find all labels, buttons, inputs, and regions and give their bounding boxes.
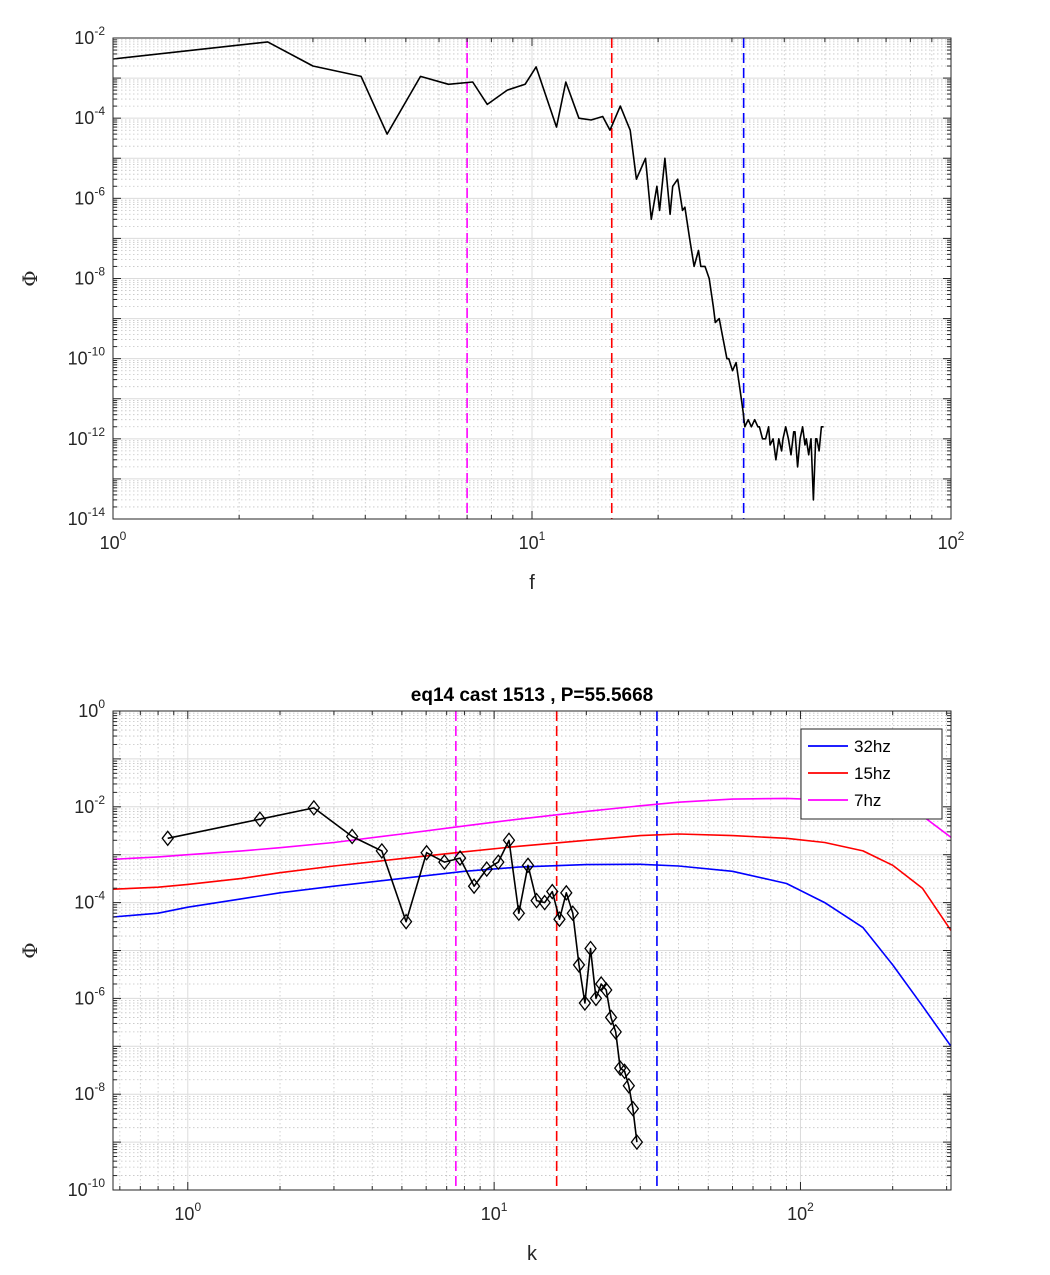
x-tick-label: 100 [174,1200,201,1224]
data-point [502,832,516,849]
y-tick-label: 100 [78,697,105,721]
data-point [492,854,505,871]
data-point [375,842,389,859]
data-point [453,850,467,867]
series-line [113,833,951,932]
data-point [345,828,359,845]
y-tick-label: 10-6 [74,984,105,1008]
x-tick-label: 101 [519,529,546,553]
ticks: 100 101 102 10-10 10-8 10-6 10-4 10-2 100 [68,697,951,1224]
data-point [512,905,526,922]
y-tick-label: 10-10 [68,345,106,369]
data-point [584,940,597,957]
data-point [578,994,592,1012]
y-tick-label: 10-14 [68,505,106,529]
y-tick-label: 10-2 [74,793,105,817]
data-point [521,857,535,874]
data-point [545,883,559,900]
data-point [599,981,613,999]
wavenumber-spectrum-chart: eq14 cast 1513 , P=55.5668 100 101 102 10-1… [18,685,952,1265]
cutoff-lines [455,711,658,1190]
data-point [467,878,481,895]
data-point [307,799,321,816]
data-point [538,894,551,911]
x-tick-label: 101 [481,1200,508,1224]
frequency-spectrum-chart: 100 101 102 10-14 10-12 10-10 10-8 10-6 10-4 10-2… [18,24,965,594]
y-tick-label: 10-4 [74,104,105,128]
data-point [622,1077,636,1094]
legend-entry: 15hz [854,764,891,783]
series-line [167,807,638,1143]
data-point [559,884,573,901]
data-point [161,830,175,847]
x-tick-label: 102 [787,1200,814,1224]
series-group [113,41,824,501]
data-point [630,1134,644,1151]
y-tick-label: 10-4 [74,889,105,913]
series-line [113,41,824,501]
y-tick-label: 10-8 [74,1080,105,1104]
data-point [438,854,451,871]
data-point [618,1063,631,1080]
y-tick-label: 10-2 [74,24,105,48]
data-point [253,811,267,828]
data-point [566,905,580,922]
x-tick-label: 100 [100,529,127,553]
data-point [480,861,494,878]
legend: 32hz 15hz 7hz [800,728,943,820]
data-point [530,892,543,909]
data-point [572,956,586,973]
legend-box [800,728,943,820]
y-tick-label: 10-10 [68,1176,106,1200]
y-tick-label: 10-8 [74,265,105,289]
data-point [589,990,603,1007]
series-line [113,863,951,1047]
data-point [609,1023,623,1040]
y-axis-label: Φ [18,942,42,958]
y-tick-label: 10-12 [68,425,106,449]
chart-title: eq14 cast 1513 , P=55.5668 [411,685,653,706]
y-axis-label: Φ [18,270,42,286]
x-axis-label: k [527,1243,538,1265]
cutoff-lines [466,38,745,519]
data-point [553,911,566,928]
data-point [420,844,433,861]
legend-entry: 32hz [854,737,891,756]
data-point [626,1100,640,1117]
legend-entry: 7hz [854,791,881,810]
data-point [604,1009,618,1026]
x-axis-label: f [529,572,535,594]
x-tick-label: 102 [938,529,965,553]
ticks: 100 101 102 10-14 10-12 10-10 10-8 10-6 10-4 10-2 [68,24,965,553]
data-point [399,913,413,930]
y-tick-label: 10-6 [74,184,105,208]
